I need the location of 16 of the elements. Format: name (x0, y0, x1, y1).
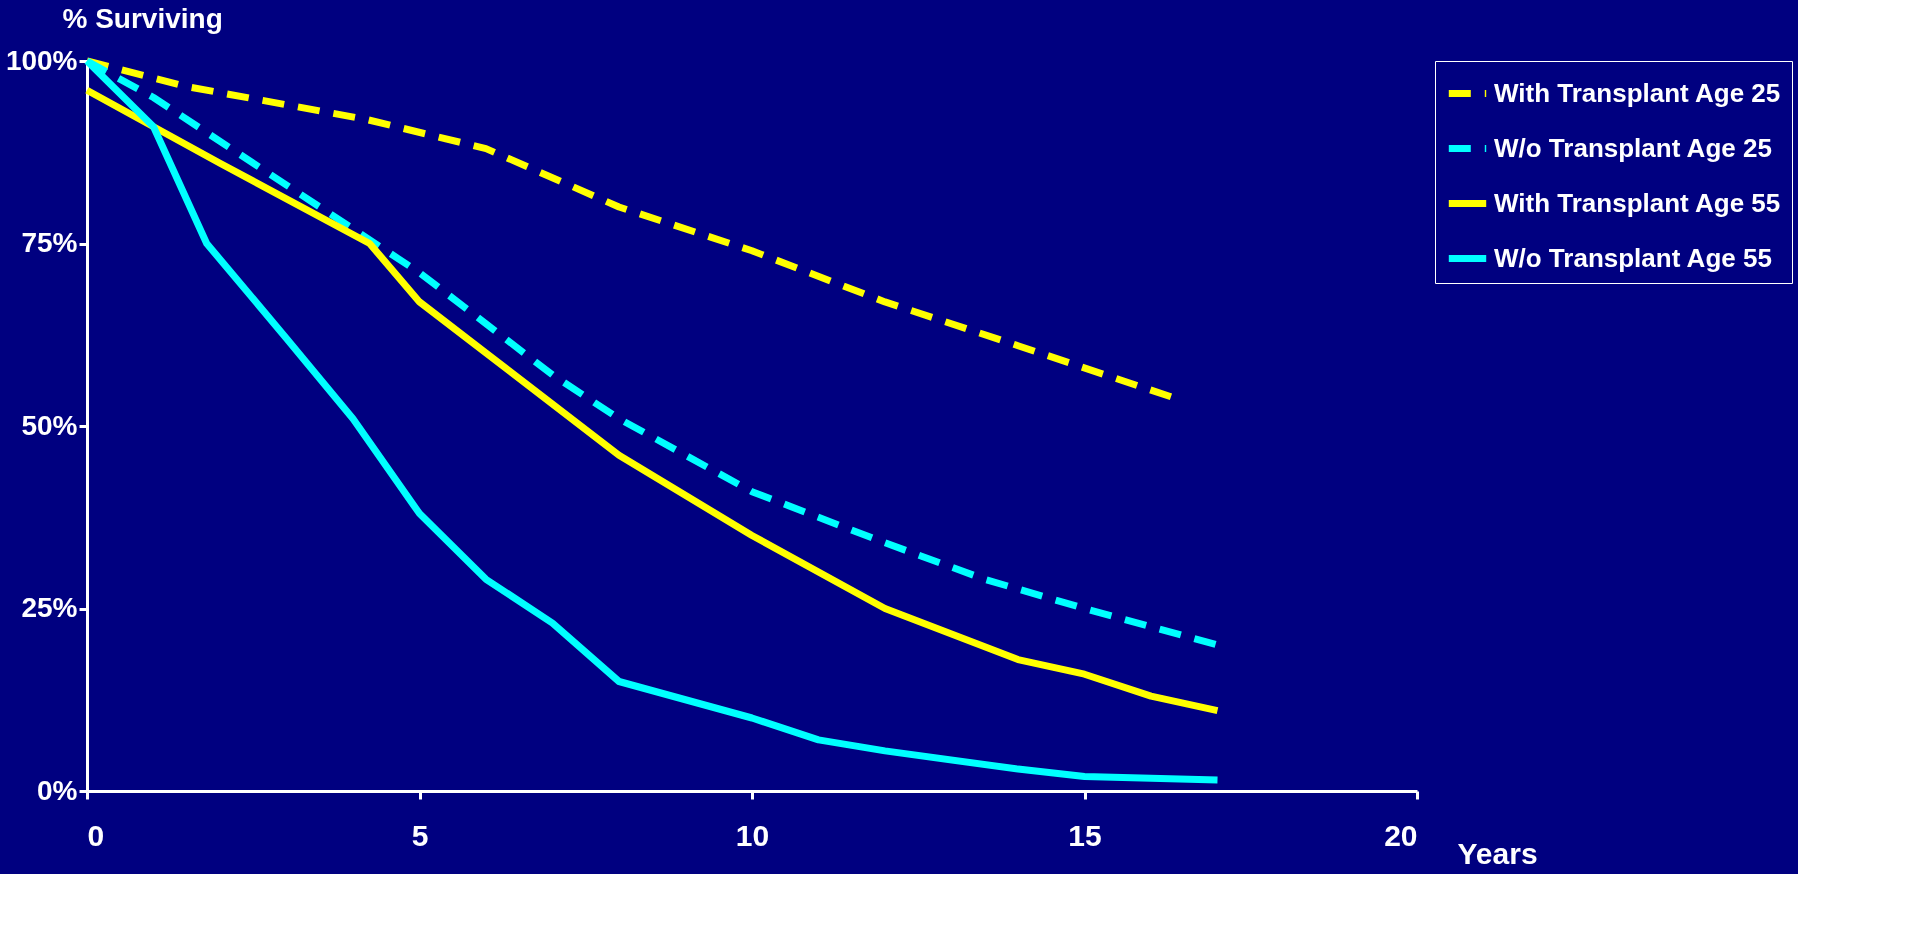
y-tick-label: 75% (21, 227, 78, 258)
x-tick-label: 20 (1384, 818, 1418, 852)
y-tick-label: 0% (37, 774, 78, 806)
y-axis-title: % Surviving (62, 2, 223, 34)
legend-label: With Transplant Age 25 (1494, 77, 1781, 108)
legend-label: W/o Transplant Age 55 (1494, 242, 1772, 273)
x-tick-label: 10 (735, 818, 770, 852)
x-tick-label: 5 (411, 818, 429, 852)
legend-label: W/o Transplant Age 25 (1494, 132, 1772, 163)
y-tick-label: 100% (5, 44, 78, 76)
y-tick-label: 25% (21, 592, 78, 623)
x-tick-label: 15 (1068, 818, 1102, 852)
y-tick-label: 50% (21, 409, 78, 441)
x-axis-title: Years (1457, 836, 1538, 870)
x-tick-label: 0 (87, 818, 105, 852)
legend-label: With Transplant Age 55 (1494, 187, 1781, 218)
